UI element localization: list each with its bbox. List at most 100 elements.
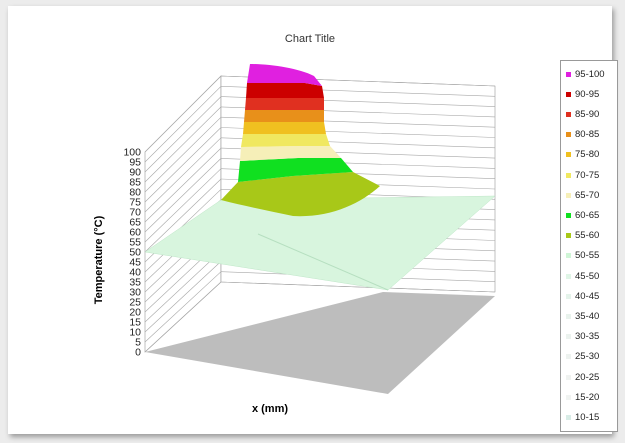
legend-swatch <box>566 71 571 77</box>
z-tick-label: 25 <box>129 297 141 309</box>
legend-item: 95-100 <box>566 67 605 81</box>
chart-title: Chart Title <box>285 33 335 45</box>
legend-item: 75-80 <box>566 148 599 162</box>
gridline-left <box>144 281 222 353</box>
legend-item: 20-25 <box>566 370 599 384</box>
z-tick-label: 75 <box>129 197 141 209</box>
legend-item: 25-30 <box>566 350 599 364</box>
legend-item: 45-50 <box>566 269 599 283</box>
z-tick-label: 95 <box>129 157 141 169</box>
band-85-90 <box>245 98 324 110</box>
legend-swatch <box>566 334 571 340</box>
z-axis-title: Temperature (°C) <box>93 215 105 304</box>
legend-item: 35-40 <box>566 309 599 323</box>
legend-label: 50-55 <box>575 250 600 262</box>
gridline-left <box>144 137 222 213</box>
gridline-left <box>144 106 222 183</box>
z-tick-label: 15 <box>129 317 141 329</box>
z-tick-label: 90 <box>129 167 141 179</box>
band-90-95 <box>246 83 324 98</box>
legend-swatch <box>566 172 571 178</box>
gridline-left <box>144 86 222 163</box>
z-tick-label: 60 <box>129 227 141 239</box>
legend-swatch <box>566 354 571 360</box>
legend-item: 50-55 <box>566 249 599 263</box>
z-tick-label: 70 <box>129 207 141 219</box>
gridline-left <box>144 147 222 223</box>
band-65-70 <box>240 146 341 161</box>
legend-label: 30-35 <box>575 331 600 343</box>
band-80-85 <box>244 110 324 122</box>
gridline-left <box>144 250 222 323</box>
legend-item: 55-60 <box>566 229 599 243</box>
legend-swatch <box>566 414 571 420</box>
plateau-surface <box>144 195 496 291</box>
z-tick-label: 35 <box>129 277 141 289</box>
legend-label: 80-85 <box>575 129 600 141</box>
z-tick-label: 20 <box>129 307 141 319</box>
legend-label: 75-80 <box>575 149 600 161</box>
gridline-left <box>144 116 222 193</box>
legend-label: 95-100 <box>575 68 605 80</box>
band-95-100 <box>247 64 322 86</box>
z-tick-label: 65 <box>129 217 141 229</box>
z-tick-label: 100 <box>123 147 141 159</box>
x-axis-title: x (mm) <box>252 403 288 415</box>
legend-label: 35-40 <box>575 310 600 322</box>
legend-label: 85-90 <box>575 108 600 120</box>
legend-item: 10-15 <box>566 410 599 424</box>
legend-item: 70-75 <box>566 168 599 182</box>
floor <box>145 292 495 394</box>
legend-swatch <box>566 111 571 117</box>
legend-swatch <box>566 91 571 97</box>
gridline-left <box>144 96 222 173</box>
legend-label: 25-30 <box>575 351 600 363</box>
legend-swatch <box>566 313 571 319</box>
legend-swatch <box>566 233 571 239</box>
z-axis-ticks: 0510152025303540455055606570758085909510… <box>123 147 141 359</box>
legend-swatch <box>566 293 571 299</box>
gridline-left <box>144 178 222 253</box>
gridline-left <box>144 261 222 333</box>
surface-chart: Chart Title 0510152025303540455055606570… <box>93 33 496 415</box>
z-tick-label: 55 <box>129 237 141 249</box>
z-tick-label: 30 <box>129 287 141 299</box>
legend-item: 85-90 <box>566 107 599 121</box>
legend-label: 55-60 <box>575 230 600 242</box>
legend-item: 90-95 <box>566 87 599 101</box>
legend-swatch <box>566 374 571 380</box>
legend-label: 40-45 <box>575 290 600 302</box>
gridline-left <box>144 168 222 243</box>
z-tick-label: 45 <box>129 257 141 269</box>
z-tick-label: 40 <box>129 267 141 279</box>
legend-item: 80-85 <box>566 128 599 142</box>
legend-label: 60-65 <box>575 209 600 221</box>
legend-label: 70-75 <box>575 169 600 181</box>
legend-label: 65-70 <box>575 189 600 201</box>
legend: 95-100 90-95 85-90 80-85 75-80 70-75 65-70 60-6… <box>560 60 618 432</box>
chart-frame: Chart Title 0 5 10 15 20 25 30 35 40 45 50 55 60 65 70… <box>8 6 618 434</box>
z-tick-label: 80 <box>129 187 141 199</box>
legend-label: 10-15 <box>575 411 600 423</box>
legend-swatch <box>566 152 571 158</box>
band-55-60 <box>221 172 380 217</box>
z-tick-label: 10 <box>129 327 141 339</box>
band-75-80 <box>243 122 326 134</box>
legend-swatch <box>566 132 571 138</box>
gridline-left <box>144 271 222 343</box>
legend-item: 60-65 <box>566 208 599 222</box>
gridline-left <box>144 127 222 203</box>
gridline-left <box>144 158 222 233</box>
legend-label: 90-95 <box>575 88 600 100</box>
legend-swatch <box>566 273 571 279</box>
gridline-back <box>220 281 496 293</box>
legend-label: 20-25 <box>575 371 600 383</box>
band-60-65 <box>238 158 353 182</box>
z-tick-label: 50 <box>129 247 141 259</box>
legend-item: 40-45 <box>566 289 599 303</box>
gridline-left <box>144 75 222 153</box>
band-70-75 <box>241 134 330 147</box>
z-tick-label: 5 <box>135 337 141 349</box>
legend-item: 30-35 <box>566 330 599 344</box>
legend-swatch <box>566 192 571 198</box>
